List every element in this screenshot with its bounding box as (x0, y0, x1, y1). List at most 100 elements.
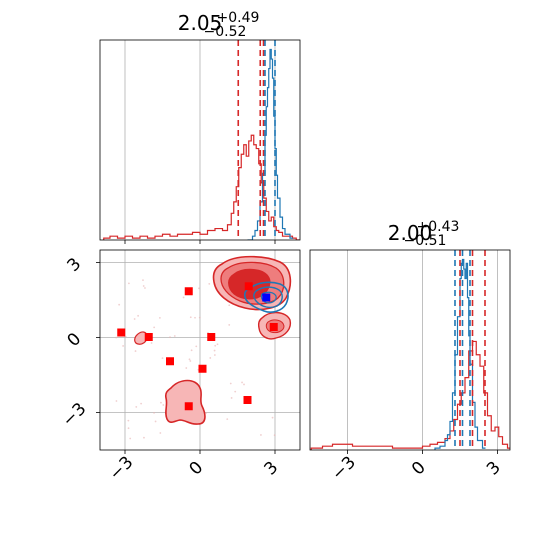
scatter-faint-dot (198, 316, 201, 319)
param1-title: 2.05 (178, 11, 223, 35)
scatter-faint-dot (150, 342, 153, 344)
right-hist-ticks: −3 0 3 (328, 450, 505, 484)
scatter-faint-dot (169, 336, 171, 339)
scatter-faint-dot (143, 436, 145, 439)
right-hist-frame (309, 249, 511, 451)
scatter-x-ticklabel-0: −3 (106, 453, 138, 485)
scatter-faint-dot (153, 411, 155, 414)
right-hist-grid (347, 250, 498, 450)
scatter-y-ticklabel-0: −3 (59, 399, 91, 431)
scatter-faint-dot (127, 427, 130, 430)
blue-contour-outer (243, 281, 289, 313)
scatter-faint-dot (189, 360, 192, 362)
scatter-faint-dot (160, 401, 162, 404)
red-marker-4 (198, 364, 207, 373)
scatter-faint-dot (159, 432, 162, 434)
scatter-faint-dot (124, 336, 127, 338)
scatter-faint-dot (241, 381, 243, 384)
scatter-faint-dot (229, 382, 232, 385)
scatter-faint-dot (153, 326, 156, 329)
scatter-faint-dot (188, 358, 191, 361)
scatter-x-ticklabel-2: 3 (261, 458, 283, 480)
scatter-faint-dot (213, 349, 216, 352)
scatter-faint-dot (194, 316, 196, 319)
hist-panel-param1: 2.05 +0.49 −0.52 (99, 10, 301, 244)
scatter-faint-dot (208, 282, 211, 285)
scatter-faint-dot (173, 335, 176, 337)
right-hist-x-ticklabel-0: −3 (328, 453, 360, 485)
scatter-faint-dot (162, 404, 165, 406)
scatter-faint-dot (189, 316, 192, 319)
right-hist-x-ticklabel-1: 0 (408, 458, 430, 480)
scatter-faint-dot (115, 400, 118, 402)
scatter-faint-dot (158, 316, 161, 319)
scatter-faint-dot (144, 287, 146, 289)
scatter-faint-dot (205, 412, 208, 414)
scatter-faint-dot (133, 318, 136, 320)
scatter-faint-dot (127, 419, 130, 422)
scatter-faint-dot (142, 279, 144, 282)
scatter-faint-dot (190, 349, 193, 352)
blue-contour-mid (253, 286, 283, 309)
scatter-x-ticklabel-1: 0 (186, 458, 208, 480)
scatter-faint-dot (273, 434, 276, 437)
scatter-faint-dot (234, 390, 237, 393)
param2-title-minus: −0.51 (404, 233, 447, 249)
scatter-faint-dot (134, 350, 137, 352)
scatter-faint-dot (226, 418, 229, 421)
scatter-faint-dot (243, 383, 245, 386)
right-hist-series (310, 258, 510, 450)
top-hist-quantiles (237, 40, 276, 240)
red-marker-0 (117, 328, 126, 337)
top-hist-grid (124, 40, 276, 240)
scatter-faint-dot (230, 397, 233, 399)
param1-title-value: 2.05 (178, 11, 223, 35)
right-hist-quantiles (454, 250, 486, 450)
scatter-y-ticklabel-1: 0 (64, 329, 86, 351)
scatter-faint-dot (115, 336, 118, 339)
top-hist-series (103, 48, 300, 240)
red-marker-1 (144, 333, 153, 341)
scatter-faint-dot (161, 357, 164, 360)
scatter-faint-dot (118, 303, 121, 306)
scatter-y-ticklabel-2: 3 (64, 254, 86, 276)
red-marker-8 (244, 282, 253, 291)
right-hist-x-ticklabel-2: 3 (483, 458, 505, 480)
blue-marker-0 (262, 293, 271, 302)
red-marker-7 (243, 396, 252, 404)
scatter-faint-dot (260, 434, 262, 436)
scatter-faint-dot (216, 343, 219, 346)
scatter-faint-dot (213, 354, 216, 356)
scatter-faint-dot (271, 416, 274, 419)
hist-panel-param2: −3 0 3 2.00 +0.43 −0.51 (309, 219, 511, 484)
param2-title-plus: +0.43 (417, 219, 460, 235)
scatter-faint-dot (128, 282, 130, 285)
top-hist-red-series (103, 134, 300, 240)
scatter-faint-dot (182, 296, 185, 299)
scatter-faint-dot (185, 367, 188, 369)
red-marker-6 (184, 402, 193, 411)
scatter-faint-dot (122, 345, 125, 347)
joint-panel: −3 0 3 −3 0 3 (59, 249, 301, 485)
scatter-faint-dot (228, 304, 231, 307)
red-marker-2 (166, 357, 174, 366)
scatter-faint-dot (154, 420, 157, 423)
scatter-faint-dot (142, 285, 145, 287)
scatter-markers (117, 282, 278, 411)
scatter-faint-dot (129, 437, 132, 440)
scatter-faint-dot (140, 402, 143, 405)
red-marker-5 (207, 333, 216, 341)
red-marker-3 (184, 287, 193, 296)
scatter-faint-dot (209, 357, 212, 359)
param1-title-plus: +0.49 (217, 10, 260, 26)
param1-title-minus: −0.52 (204, 24, 247, 40)
param2-title: 2.00 (388, 221, 433, 245)
scatter-faint-dot (198, 287, 200, 290)
scatter-faint-dot (137, 314, 140, 317)
scatter-faint-dot (228, 324, 231, 326)
red-marker-9 (269, 323, 278, 331)
red-contour-small (134, 331, 148, 345)
param2-title-value: 2.00 (388, 221, 433, 245)
